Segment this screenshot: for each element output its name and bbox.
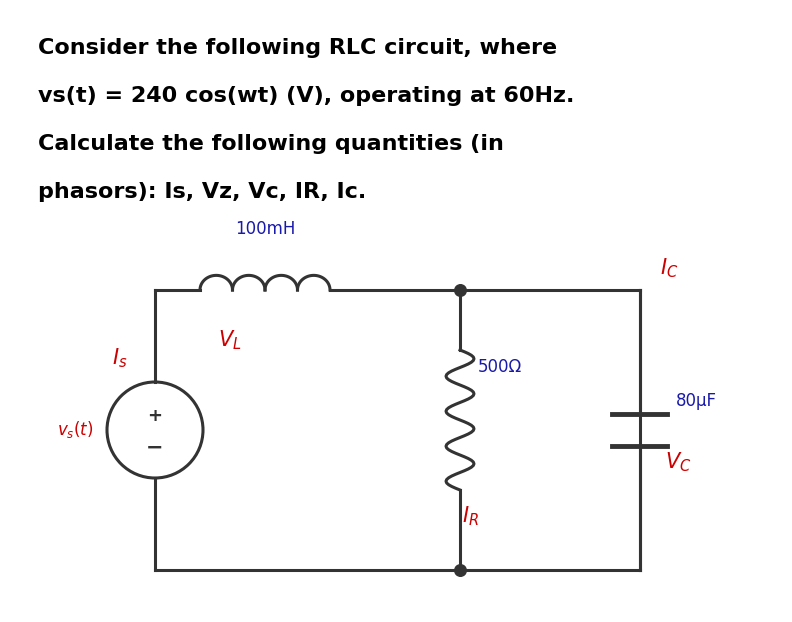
Text: 100mH: 100mH — [234, 220, 295, 238]
Text: vs(t) = 240 cos(wt) (V), operating at 60Hz.: vs(t) = 240 cos(wt) (V), operating at 60… — [38, 86, 574, 106]
Text: $\mathit{I}_\mathit{C}$: $\mathit{I}_\mathit{C}$ — [660, 256, 678, 280]
Text: 500Ω: 500Ω — [478, 358, 522, 376]
Text: $\mathit{I}_\mathit{s}$: $\mathit{I}_\mathit{s}$ — [112, 346, 127, 370]
Text: phasors): Is, Vz, Vc, IR, Ic.: phasors): Is, Vz, Vc, IR, Ic. — [38, 182, 366, 202]
Text: $\mathit{v}_\mathit{s}(t)$: $\mathit{v}_\mathit{s}(t)$ — [56, 419, 93, 440]
Text: $\mathit{V}_\mathit{L}$: $\mathit{V}_\mathit{L}$ — [218, 328, 242, 351]
Point — [454, 285, 466, 295]
Text: −: − — [147, 438, 164, 458]
Text: $\mathit{V}_\mathit{C}$: $\mathit{V}_\mathit{C}$ — [665, 450, 691, 473]
Text: 80μF: 80μF — [676, 392, 717, 410]
Text: +: + — [147, 407, 162, 425]
Text: $\mathit{I}_\mathit{R}$: $\mathit{I}_\mathit{R}$ — [462, 504, 478, 527]
Text: Calculate the following quantities (in: Calculate the following quantities (in — [38, 134, 504, 154]
Point — [454, 565, 466, 575]
Text: Consider the following RLC circuit, where: Consider the following RLC circuit, wher… — [38, 38, 557, 58]
